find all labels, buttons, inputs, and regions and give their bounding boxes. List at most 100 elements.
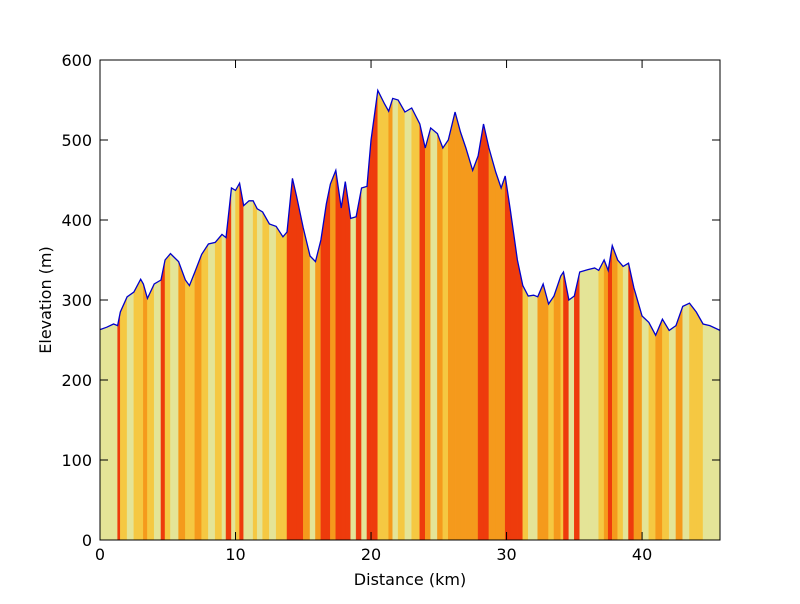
grade-stripe (248, 200, 254, 541)
grade-stripe (517, 259, 524, 541)
grade-stripe (303, 227, 311, 541)
grade-stripe (488, 147, 496, 541)
plot-area (99, 88, 721, 541)
y-tick-label: 600 (61, 51, 92, 70)
grade-stripe (194, 254, 202, 541)
grade-stripe (286, 178, 293, 541)
elevation-line (99, 88, 721, 337)
grade-stripe (553, 275, 562, 541)
grade-stripe (689, 302, 697, 541)
grade-stripe (117, 311, 121, 541)
grade-stripe (495, 171, 502, 541)
grade-stripe (309, 255, 316, 541)
grade-stripe (510, 211, 518, 541)
grade-stripe (574, 271, 580, 541)
grade-stripe (527, 294, 534, 541)
grade-stripe (189, 271, 196, 541)
grade-stripe (411, 107, 421, 541)
grade-stripe (662, 318, 670, 541)
grade-stripe (335, 170, 342, 541)
grade-stripe (612, 245, 618, 541)
grade-stripe (622, 262, 629, 541)
grade-stripe (579, 269, 589, 541)
x-tick-label: 30 (496, 545, 516, 564)
grade-stripe (330, 170, 337, 541)
grade-stripe (275, 225, 284, 541)
grade-stripe (560, 271, 564, 541)
grade-stripe (370, 90, 379, 541)
grade-stripe (231, 187, 236, 541)
y-tick-label: 500 (61, 131, 92, 150)
grade-stripe (392, 98, 399, 541)
x-axis-label: Distance (km) (354, 570, 466, 589)
grade-stripe (296, 195, 304, 541)
grade-stripe (448, 111, 456, 541)
grade-stripe (504, 175, 511, 541)
grade-stripe (477, 123, 484, 541)
grade-stripe (170, 253, 179, 541)
grade-stripe (225, 187, 232, 541)
grade-stripe (442, 139, 449, 541)
grade-stripe (377, 90, 385, 541)
grade-stripe (641, 315, 650, 541)
grade-stripe (384, 103, 389, 541)
grade-stripe (460, 131, 467, 541)
grade-stripe (185, 279, 190, 541)
grade-stripe (340, 181, 346, 541)
grade-stripe (235, 182, 240, 541)
grade-stripe (133, 279, 141, 541)
grade-stripe (113, 323, 118, 541)
grade-stripe (320, 203, 327, 541)
grade-stripe (568, 295, 575, 541)
y-tick-label: 200 (61, 371, 92, 390)
grade-stripe (682, 302, 690, 541)
x-tick-label: 20 (361, 545, 381, 564)
grade-stripe (262, 211, 270, 541)
y-axis-label: Elevation (m) (36, 246, 55, 353)
grade-stripe (208, 242, 216, 541)
grade-stripe (603, 259, 609, 541)
grade-stripe (282, 231, 288, 541)
grade-stripe (675, 306, 683, 541)
grade-stripe (419, 123, 426, 541)
x-tick-label: 40 (632, 545, 652, 564)
y-tick-label: 300 (61, 291, 92, 310)
grade-stripe (366, 139, 372, 541)
grade-stripe (668, 325, 677, 541)
grade-stripe (537, 283, 544, 541)
grade-stripe (522, 285, 529, 541)
grade-stripe (437, 133, 444, 541)
grade-stripe (214, 233, 223, 541)
grade-stripe (99, 326, 108, 541)
grade-stripe (292, 178, 297, 541)
grade-stripe (201, 243, 209, 541)
grade-stripe (153, 279, 162, 541)
grade-stripe (120, 296, 128, 541)
x-tick-label: 0 (95, 545, 105, 564)
grade-stripe (221, 233, 227, 541)
grade-stripe (424, 127, 431, 541)
grade-stripe (500, 175, 506, 541)
grade-stripe (483, 123, 490, 541)
grade-stripe (594, 267, 599, 541)
grade-stripe (397, 99, 406, 541)
grade-stripe (239, 183, 244, 541)
grade-stripe (388, 98, 393, 541)
grade-stripe (252, 200, 258, 541)
grade-stripe (655, 319, 663, 541)
grade-stripe (465, 147, 473, 541)
grade-stripe (106, 323, 114, 541)
grade-stripe (269, 223, 277, 541)
grade-stripe (617, 259, 624, 541)
grade-stripe (628, 263, 635, 541)
grade-stripe (147, 283, 155, 541)
grade-stripe (563, 271, 570, 541)
grade-stripe (404, 107, 412, 541)
grade-stripe (430, 127, 438, 541)
y-tick-label: 400 (61, 211, 92, 230)
grade-stripe (350, 216, 357, 541)
grade-stripe (472, 155, 479, 541)
grade-stripe (702, 323, 711, 541)
grade-stripe (315, 239, 322, 541)
